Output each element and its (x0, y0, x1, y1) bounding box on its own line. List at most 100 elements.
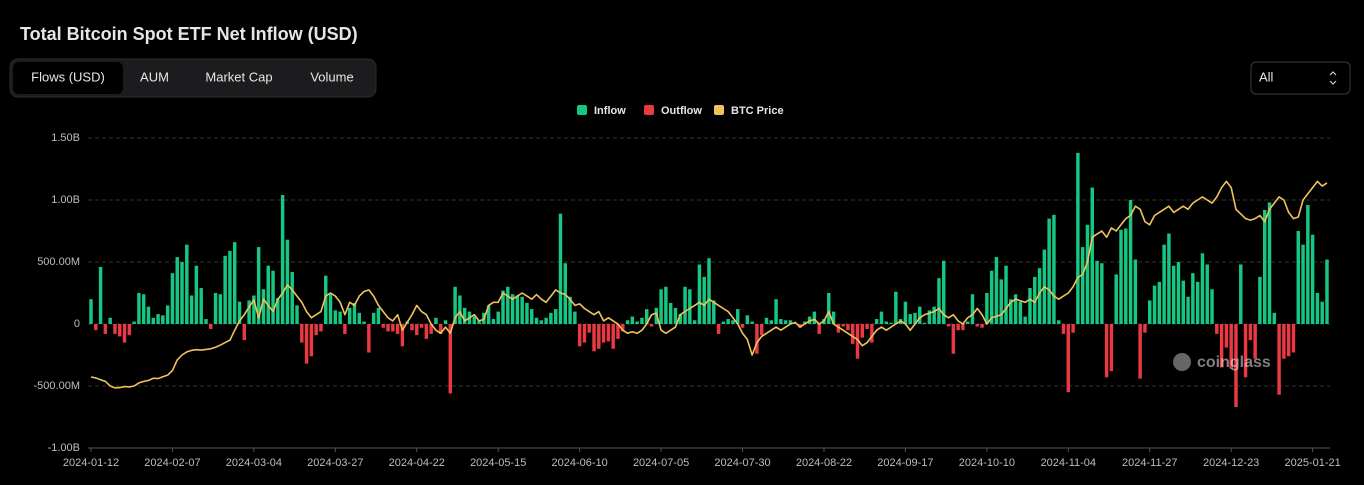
bar (750, 321, 754, 324)
bar (261, 289, 266, 324)
bar (1301, 244, 1305, 324)
bar (343, 324, 347, 334)
bar (1195, 281, 1200, 324)
bar (1013, 294, 1018, 324)
bar (534, 317, 539, 324)
tab[interactable]: Market Cap (205, 69, 272, 84)
bar (223, 255, 227, 324)
bar (726, 319, 730, 324)
bar (347, 307, 352, 324)
bar (472, 316, 476, 324)
bar (989, 270, 994, 324)
bar (362, 321, 366, 324)
bar (328, 294, 333, 324)
bar (951, 324, 956, 354)
bar (994, 257, 999, 324)
bar (419, 324, 424, 328)
bar (1152, 285, 1157, 324)
price-line (90, 180, 1328, 389)
bar (1258, 276, 1262, 324)
bar (779, 319, 783, 324)
bar (894, 291, 898, 324)
bar (1061, 324, 1066, 334)
bar (1219, 324, 1224, 368)
bar (391, 324, 395, 332)
bar (1157, 281, 1162, 324)
watermark-text: coinglass (1197, 354, 1271, 371)
bar (1320, 301, 1324, 324)
bar (213, 293, 218, 324)
bar (189, 295, 194, 324)
bar (338, 311, 342, 324)
y-tick-label: 500.00M (37, 256, 80, 268)
bar (956, 324, 960, 331)
bar (309, 324, 314, 357)
bar (1248, 324, 1253, 341)
bar (228, 250, 232, 324)
legend-label: Outflow (661, 105, 702, 117)
bar (999, 279, 1003, 324)
tab[interactable]: AUM (140, 69, 169, 84)
bar (884, 321, 888, 324)
x-tick-label: 2025-01-21 (1284, 457, 1340, 469)
bar (395, 324, 400, 334)
bar (1133, 259, 1138, 324)
bar (1037, 268, 1042, 324)
tab[interactable]: Volume (310, 69, 353, 84)
bar (477, 320, 481, 324)
bar (1009, 299, 1013, 324)
bar (697, 264, 702, 324)
legend-label: Inflow (594, 105, 626, 117)
bar (1033, 276, 1037, 324)
bar (812, 311, 817, 324)
bar (415, 324, 419, 336)
legend-swatch (644, 105, 654, 115)
bar (927, 310, 932, 324)
bar (855, 324, 860, 359)
bar (879, 311, 884, 324)
bar (582, 324, 587, 343)
bar (1056, 320, 1061, 324)
bar (156, 314, 160, 324)
bar (625, 320, 630, 324)
bar (429, 324, 433, 334)
bar (716, 324, 721, 334)
bar (314, 324, 318, 336)
bar (520, 296, 524, 324)
bar (568, 296, 572, 324)
bar (850, 324, 855, 344)
bar (170, 273, 175, 324)
bar (798, 324, 802, 328)
bar (113, 324, 117, 334)
bar (1047, 218, 1051, 324)
bar (357, 312, 362, 324)
bar (688, 289, 692, 324)
bar (668, 302, 673, 324)
bar (376, 307, 381, 324)
bar (94, 324, 98, 331)
bar (371, 312, 376, 324)
tab[interactable]: Flows (USD) (31, 69, 105, 84)
legend-swatch (714, 105, 724, 115)
bar (252, 295, 256, 324)
bar (1104, 324, 1109, 378)
bar (1052, 214, 1056, 324)
bar (889, 322, 893, 324)
bar (242, 324, 247, 341)
range-select[interactable] (1250, 61, 1351, 95)
x-tick-label: 2024-06-10 (552, 457, 608, 469)
bar (975, 324, 980, 327)
bar (137, 293, 141, 324)
y-tick-label: 1.00B (51, 194, 80, 206)
bar (558, 213, 563, 324)
bar (841, 324, 845, 327)
bar (1004, 265, 1008, 324)
bar (300, 324, 304, 343)
bar (1176, 262, 1181, 324)
bar (621, 324, 625, 332)
bar (199, 288, 203, 324)
bar (501, 290, 505, 324)
bar (1239, 264, 1243, 324)
